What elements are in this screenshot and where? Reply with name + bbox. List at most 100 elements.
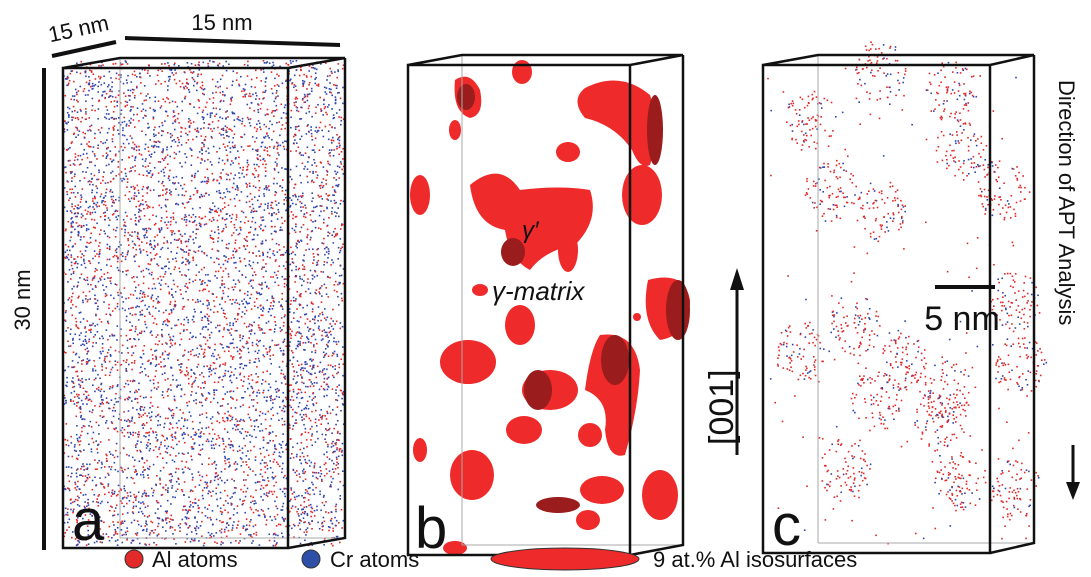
atom (80, 345, 82, 347)
atom (283, 374, 285, 376)
atom (181, 417, 183, 419)
atom (307, 493, 309, 495)
atom (190, 198, 192, 200)
atom (190, 72, 192, 74)
atom (339, 167, 341, 169)
atom (70, 329, 72, 331)
atom (69, 189, 71, 191)
atom (265, 81, 267, 83)
atom (216, 389, 218, 391)
atom (317, 195, 319, 197)
atom (217, 226, 219, 228)
atom (214, 115, 216, 117)
atom (175, 543, 177, 545)
atom (199, 474, 201, 476)
atom (277, 277, 279, 279)
atom (188, 269, 190, 271)
atom (342, 443, 344, 445)
atom (76, 371, 78, 373)
atom (226, 155, 228, 157)
atom (282, 451, 284, 453)
atom (243, 421, 245, 423)
atom (127, 347, 129, 349)
atom (299, 473, 301, 475)
atom (249, 434, 251, 436)
atom (235, 407, 237, 409)
atom (311, 411, 313, 413)
atom (160, 442, 162, 444)
atom (140, 290, 142, 292)
atom (341, 509, 343, 511)
atom (213, 97, 215, 99)
atom (258, 389, 260, 391)
atom (80, 412, 82, 414)
atom (202, 111, 204, 113)
atom (249, 298, 251, 300)
atom (195, 187, 197, 189)
atom (151, 145, 153, 147)
atom (110, 469, 112, 471)
atom (259, 123, 261, 125)
atom (141, 496, 143, 498)
atom (260, 217, 262, 219)
atom (314, 493, 316, 495)
atom (243, 381, 245, 383)
atom (107, 86, 109, 88)
atom (227, 459, 229, 461)
atom (161, 229, 163, 231)
atom (232, 358, 234, 360)
atom (192, 239, 194, 241)
atom (310, 439, 312, 441)
atom (144, 368, 146, 370)
atom (115, 283, 117, 285)
atom (315, 72, 317, 74)
atom (220, 492, 222, 494)
atom (128, 308, 130, 310)
atom (312, 365, 314, 367)
atom (217, 311, 219, 313)
atom (331, 259, 333, 261)
atom (219, 304, 221, 306)
atom (294, 102, 296, 104)
atom (305, 361, 307, 363)
atom (319, 414, 321, 416)
atom (96, 468, 98, 470)
atom (326, 473, 328, 475)
atom (267, 203, 269, 205)
atom (198, 131, 200, 133)
atom (154, 318, 156, 320)
atom (184, 153, 186, 155)
atom (71, 392, 73, 394)
atom (132, 307, 134, 309)
atom (111, 117, 113, 119)
atom (71, 177, 73, 179)
atom (190, 489, 192, 491)
atom (212, 202, 214, 204)
atom (146, 230, 148, 232)
atom (307, 229, 309, 231)
atom (70, 278, 72, 280)
atom (295, 298, 297, 300)
atom (306, 212, 308, 214)
atom (329, 152, 331, 154)
atom (150, 332, 152, 334)
atom (140, 314, 142, 316)
atom (158, 502, 160, 504)
atom (171, 519, 173, 521)
atom (202, 85, 204, 87)
atom (94, 198, 96, 200)
atom (172, 439, 174, 441)
atom (163, 321, 165, 323)
atom (180, 333, 182, 335)
atom (243, 88, 245, 90)
atom (148, 228, 150, 230)
atom (212, 416, 214, 418)
atom (310, 239, 312, 241)
atom (133, 186, 135, 188)
atom (222, 75, 224, 77)
atom (225, 260, 227, 262)
atom (78, 134, 80, 136)
atom (252, 287, 254, 289)
atom (194, 311, 196, 313)
atom (185, 162, 187, 164)
